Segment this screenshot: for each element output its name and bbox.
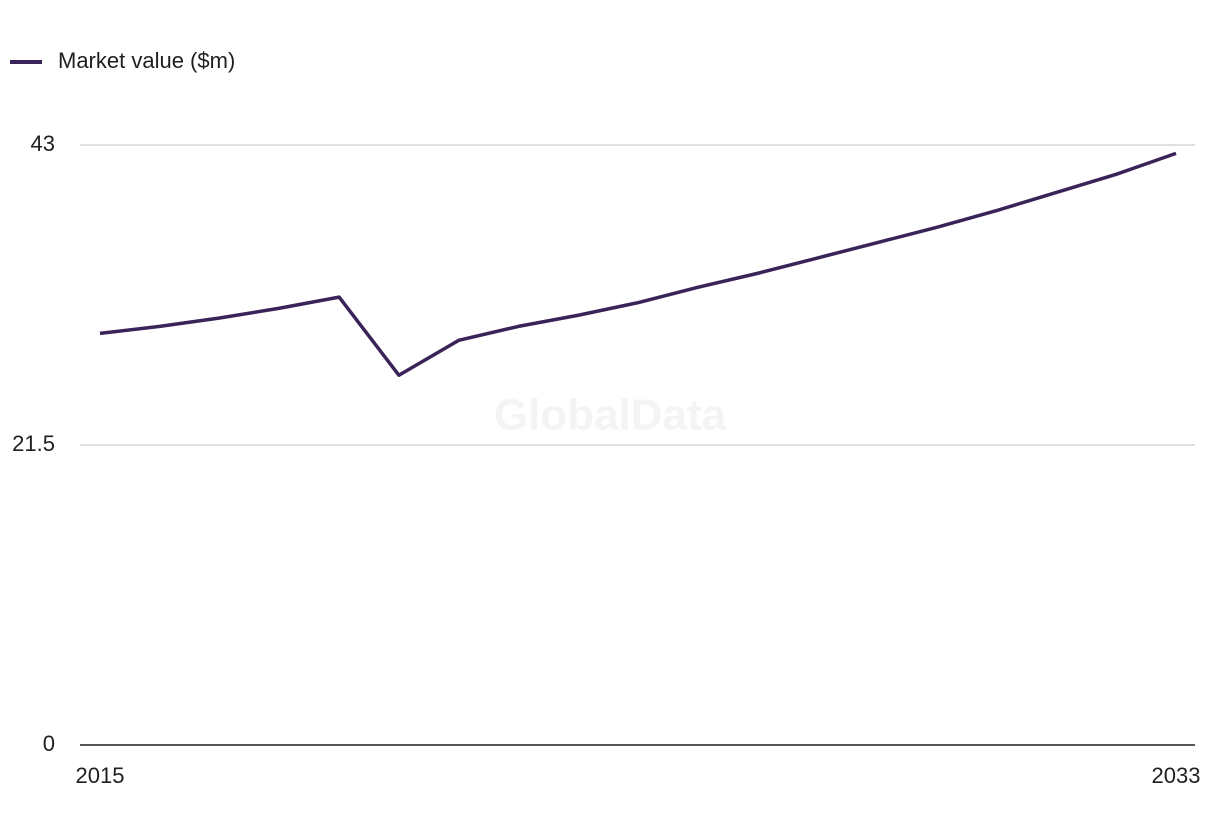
legend-label: Market value ($m) <box>58 48 235 73</box>
y-tick-label: 43 <box>31 131 55 156</box>
x-tick-label: 2033 <box>1152 763 1201 788</box>
y-tick-label: 21.5 <box>12 431 55 456</box>
y-tick-label: 0 <box>43 731 55 756</box>
x-tick-label: 2015 <box>76 763 125 788</box>
watermark: GlobalData <box>494 391 727 440</box>
data-line <box>99 151 1177 377</box>
